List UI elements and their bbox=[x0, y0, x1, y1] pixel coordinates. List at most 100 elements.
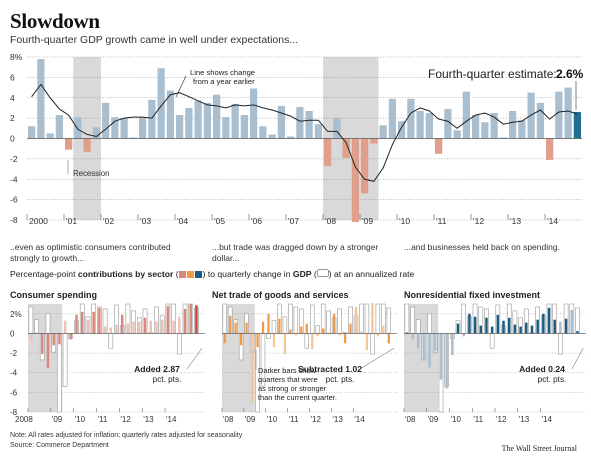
gdp-bar bbox=[546, 138, 554, 160]
panel-sector-bar bbox=[536, 319, 539, 334]
note-consumer-line-1: ..even as optimistic consumers contribut… bbox=[10, 242, 171, 252]
line-annotation: from a year earlier bbox=[193, 77, 255, 86]
panel-sector-bar bbox=[332, 313, 336, 334]
panel-sector-bar bbox=[183, 308, 187, 334]
panel-sector-bar bbox=[149, 320, 153, 334]
gdp-bar bbox=[509, 110, 517, 139]
panel-sector-bar bbox=[305, 323, 308, 334]
panel-x-tick-label: '09 bbox=[428, 415, 439, 424]
panel-x-tick-label: '13 bbox=[519, 415, 530, 424]
gdp-bar bbox=[222, 117, 230, 139]
panel-sector-bar bbox=[98, 307, 101, 334]
panel-x-tick-label: '12 bbox=[496, 415, 507, 424]
panel-sector-bar bbox=[29, 333, 33, 342]
panel-sector-bar bbox=[570, 309, 574, 334]
x-tick-label: '11 bbox=[436, 216, 447, 226]
gdp-bar bbox=[74, 117, 82, 139]
panel-annotation-leader bbox=[571, 347, 584, 370]
panel-y-tick-label: -2 bbox=[10, 349, 18, 358]
panel-sector-bar bbox=[223, 333, 226, 344]
gdp-bar bbox=[148, 99, 156, 139]
panel-x-tick-label: '12 bbox=[311, 415, 322, 424]
panel-sector-bar bbox=[547, 307, 551, 334]
gdp-bar bbox=[194, 100, 202, 139]
panel-sector-bar bbox=[502, 320, 505, 334]
panel-gdp-outline-bar bbox=[62, 333, 68, 387]
panel-sector-bar bbox=[496, 314, 500, 334]
gdp-bar bbox=[314, 124, 322, 139]
panel-sector-bar bbox=[250, 333, 254, 403]
panel-sector-bar bbox=[422, 333, 426, 360]
gdp-bar bbox=[361, 138, 369, 194]
panel-gdp-outline-bar bbox=[28, 306, 34, 334]
x-tick-label: '08 bbox=[325, 216, 336, 226]
x-tick-label: '01 bbox=[66, 216, 77, 226]
panel-sector-bar bbox=[525, 322, 528, 334]
panel-sector-bar bbox=[354, 306, 358, 334]
gdp-bar bbox=[407, 98, 415, 139]
gdp-bar bbox=[250, 88, 258, 139]
panel-sector-bar bbox=[456, 323, 460, 334]
x-tick-label: '04 bbox=[177, 216, 188, 226]
gdp-bar bbox=[287, 136, 295, 139]
darker-bars-note: quarters that were bbox=[258, 375, 318, 384]
panel-annotation-value: Added 2.87 bbox=[134, 364, 180, 374]
gdp-bar bbox=[435, 138, 443, 154]
panel-y-tick-label: 2% bbox=[10, 310, 22, 319]
x-tick-label: '02 bbox=[103, 216, 114, 226]
gdp-bar bbox=[379, 125, 387, 139]
gdp-bar bbox=[65, 138, 73, 150]
panel-x-tick-label: '10 bbox=[267, 415, 278, 424]
panel-gdp-outline-bar bbox=[489, 333, 495, 349]
panel-sector-bar bbox=[272, 333, 276, 348]
panel-sector-bar bbox=[294, 333, 297, 336]
y-tick-label: -8 bbox=[10, 215, 18, 225]
x-tick-label: '03 bbox=[140, 216, 151, 226]
gdp-bar bbox=[499, 137, 507, 139]
note-consumer: ..even as optimistic consumers contribut… bbox=[10, 242, 171, 264]
gdp-bar bbox=[462, 91, 470, 139]
panel-recession-band bbox=[28, 304, 63, 412]
gdp-bar bbox=[305, 110, 313, 139]
panel-recession-band bbox=[404, 304, 439, 412]
panel-sector-bar bbox=[267, 313, 270, 334]
panel-x-tick-label: '14 bbox=[354, 415, 365, 424]
panel-gdp-outline-bar bbox=[326, 310, 331, 334]
panel-gdp-outline-bar bbox=[57, 333, 62, 413]
panel-sector-bar bbox=[69, 333, 73, 340]
darker-bars-note: as strong or stronger bbox=[258, 384, 327, 393]
swatch-trade bbox=[187, 271, 195, 278]
panel-sector-bar bbox=[189, 304, 192, 334]
panel-sector-bar bbox=[553, 319, 556, 334]
panel-sector-bar bbox=[103, 326, 107, 334]
gdp-bar bbox=[490, 113, 498, 139]
panel-x-tick-label: '14 bbox=[166, 415, 177, 424]
gdp-bar bbox=[166, 90, 174, 139]
gdp-bar bbox=[129, 137, 137, 139]
gdp-bar bbox=[111, 117, 119, 139]
gdp-bar bbox=[46, 133, 54, 139]
panel-sector-bar bbox=[41, 333, 44, 355]
panel-sector-bar bbox=[376, 333, 379, 337]
gdp-bar bbox=[342, 138, 350, 158]
panel-x-tick-label: '09 bbox=[245, 415, 256, 424]
panel-sector-bar bbox=[479, 325, 483, 334]
panel-gdp-outline-bar bbox=[404, 303, 410, 334]
panel-sector-bar bbox=[382, 325, 385, 334]
panel-sector-bar bbox=[559, 321, 562, 334]
x-tick-label: '12 bbox=[473, 216, 484, 226]
gdp-bar bbox=[120, 118, 128, 139]
gdp-bar bbox=[472, 115, 480, 139]
panel-gdp-outline-bar bbox=[266, 333, 271, 339]
panel-x-tick-label: '12 bbox=[120, 415, 131, 424]
gdp-bar bbox=[157, 68, 165, 139]
chart-title: Slowdown bbox=[10, 9, 100, 33]
x-tick-label: '14 bbox=[547, 216, 558, 226]
panel-sector-bar bbox=[576, 331, 579, 334]
panel-sector-bar bbox=[195, 305, 198, 334]
note-invest-line-1: ...and businesses held back on spending. bbox=[404, 242, 560, 252]
gdp-bar bbox=[398, 121, 406, 139]
gdp-bar bbox=[102, 102, 110, 139]
panel-gdp-outline-bar bbox=[176, 333, 182, 355]
panel-sector-bar bbox=[278, 318, 281, 334]
